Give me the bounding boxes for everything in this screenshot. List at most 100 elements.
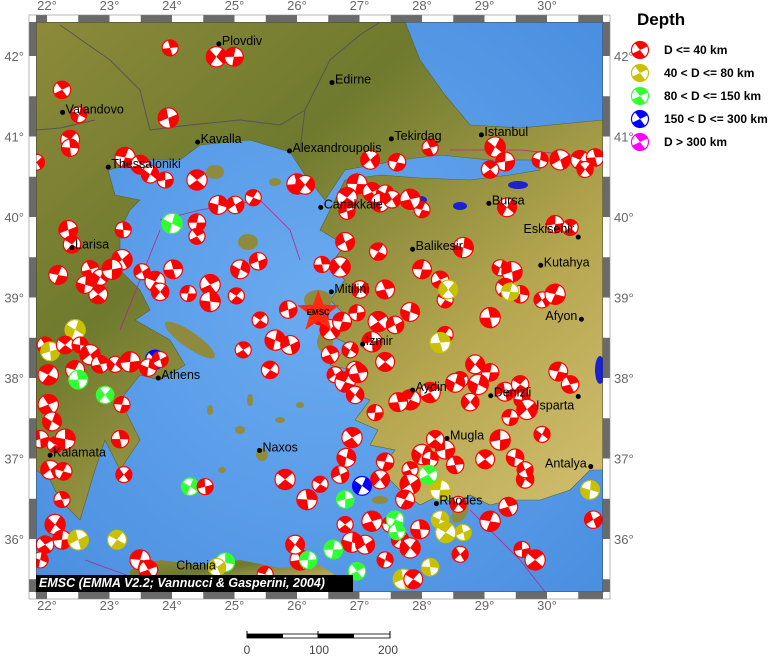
focal-mechanism[interactable]: [449, 544, 470, 565]
focal-mechanism[interactable]: [46, 262, 71, 287]
focal-mechanism[interactable]: [61, 316, 89, 344]
focal-mechanism[interactable]: [53, 333, 77, 357]
focal-mechanism[interactable]: [330, 465, 350, 484]
city-denizli[interactable]: Denizli: [488, 386, 531, 400]
focal-mechanism[interactable]: [271, 465, 299, 493]
focal-mechanism[interactable]: [198, 289, 222, 313]
focal-mechanism[interactable]: [68, 369, 89, 390]
focal-mechanism[interactable]: [161, 39, 179, 57]
focal-mechanism[interactable]: [531, 423, 554, 446]
city-tekirdag[interactable]: Tekirdag: [388, 129, 442, 143]
focal-mechanism[interactable]: [158, 209, 186, 237]
city-aydin[interactable]: Aydin: [410, 380, 447, 394]
focal-mechanism[interactable]: [417, 380, 443, 406]
focal-mechanism[interactable]: [409, 518, 431, 540]
focal-mechanism[interactable]: [313, 255, 331, 274]
focal-mechanism[interactable]: [249, 309, 272, 332]
focal-mechanism[interactable]: [348, 304, 367, 323]
focal-mechanism[interactable]: [420, 557, 440, 577]
focal-mechanism[interactable]: [521, 546, 549, 574]
focal-mechanism[interactable]: [90, 355, 110, 374]
focal-mechanism[interactable]: [548, 148, 572, 172]
focal-mechanism[interactable]: [233, 339, 254, 360]
focal-mechanism[interactable]: [157, 107, 179, 129]
focal-mechanism[interactable]: [400, 566, 427, 593]
focal-mechanism[interactable]: [348, 363, 369, 384]
focal-mechanism[interactable]: [225, 285, 248, 308]
focal-mechanism[interactable]: [514, 396, 541, 423]
city-izmir[interactable]: Izmir: [360, 334, 393, 348]
legend-beachball[interactable]: [630, 86, 650, 106]
focal-mechanism[interactable]: [479, 362, 501, 384]
focal-mechanism[interactable]: [112, 394, 133, 415]
focal-mechanism[interactable]: [151, 350, 170, 369]
focal-mechanism[interactable]: [334, 445, 360, 471]
city-kalamata[interactable]: Kalamata: [47, 445, 106, 459]
focal-mechanism[interactable]: [499, 281, 521, 303]
city-bursa[interactable]: Bursa: [486, 193, 525, 207]
focal-mechanism[interactable]: [68, 104, 90, 126]
focal-mechanism[interactable]: [335, 490, 355, 509]
focal-mechanism[interactable]: [578, 478, 602, 502]
focal-mechanism[interactable]: [450, 234, 477, 261]
city-afyon[interactable]: Afyon: [545, 309, 584, 323]
focal-mechanism[interactable]: [183, 166, 211, 194]
city-mitilini[interactable]: Mitilini: [328, 282, 369, 296]
focal-mechanism[interactable]: [365, 403, 384, 422]
focal-mechanism[interactable]: [361, 331, 383, 353]
focal-mechanism[interactable]: [34, 361, 63, 390]
focal-mechanism[interactable]: [388, 392, 409, 413]
focal-mechanism[interactable]: [295, 488, 318, 511]
focal-mechanism[interactable]: [435, 276, 461, 302]
focal-mechanism[interactable]: [309, 473, 332, 496]
focal-mechanism[interactable]: [39, 408, 65, 434]
focal-mechanism[interactable]: [334, 231, 356, 253]
focal-mechanism[interactable]: [202, 43, 230, 71]
focal-mechanism[interactable]: [366, 239, 391, 264]
legend-beachball[interactable]: [630, 132, 650, 152]
city-eskisehir[interactable]: Eskisehir: [524, 222, 581, 240]
focal-mechanism[interactable]: [477, 508, 504, 535]
focal-mechanism[interactable]: [178, 283, 198, 303]
focal-mechanism[interactable]: [41, 510, 69, 538]
focal-mechanism[interactable]: [398, 299, 423, 324]
focal-mechanism[interactable]: [442, 370, 468, 396]
focal-mechanism[interactable]: [365, 308, 392, 335]
city-naxos[interactable]: Naxos: [257, 440, 298, 454]
focal-mechanism[interactable]: [51, 459, 75, 483]
city-mugla[interactable]: Mugla: [444, 428, 485, 442]
focal-mechanism[interactable]: [278, 300, 298, 319]
focal-mechanism[interactable]: [545, 214, 565, 234]
focal-mechanism[interactable]: [339, 424, 365, 450]
focal-mechanism[interactable]: [298, 549, 319, 570]
focal-mechanism[interactable]: [454, 523, 472, 542]
focal-mechanism[interactable]: [530, 149, 551, 170]
focal-mechanism[interactable]: [388, 523, 406, 541]
focal-mechanism[interactable]: [399, 188, 422, 211]
focal-mechanism[interactable]: [410, 257, 434, 281]
focal-mechanism[interactable]: [495, 151, 516, 172]
focal-mechanism[interactable]: [479, 306, 501, 329]
focal-mechanism[interactable]: [585, 148, 604, 167]
focal-mechanism[interactable]: [156, 171, 174, 189]
city-canakkale[interactable]: Canakkale: [318, 197, 383, 211]
focal-mechanism[interactable]: [423, 427, 447, 451]
focal-mechanism[interactable]: [60, 138, 80, 158]
focal-mechanism[interactable]: [148, 280, 172, 304]
focal-mechanism[interactable]: [541, 280, 569, 308]
focal-mechanism[interactable]: [360, 509, 384, 533]
focal-mechanism[interactable]: [74, 273, 97, 296]
focal-mechanism[interactable]: [242, 186, 264, 208]
focal-mechanism[interactable]: [500, 407, 520, 427]
focal-mechanism[interactable]: [515, 460, 534, 479]
focal-mechanism[interactable]: [326, 253, 354, 281]
focal-mechanism[interactable]: [348, 277, 373, 302]
focal-mechanism[interactable]: [113, 464, 135, 486]
focal-mechanism[interactable]: [333, 183, 361, 211]
city-rhodes[interactable]: Rhodes: [433, 494, 483, 508]
focal-mechanism[interactable]: [104, 527, 131, 554]
focal-mechanism[interactable]: [396, 534, 424, 562]
focal-mechanism[interactable]: [282, 531, 308, 557]
focal-mechanism[interactable]: [489, 429, 512, 452]
focal-mechanism[interactable]: [513, 540, 531, 559]
